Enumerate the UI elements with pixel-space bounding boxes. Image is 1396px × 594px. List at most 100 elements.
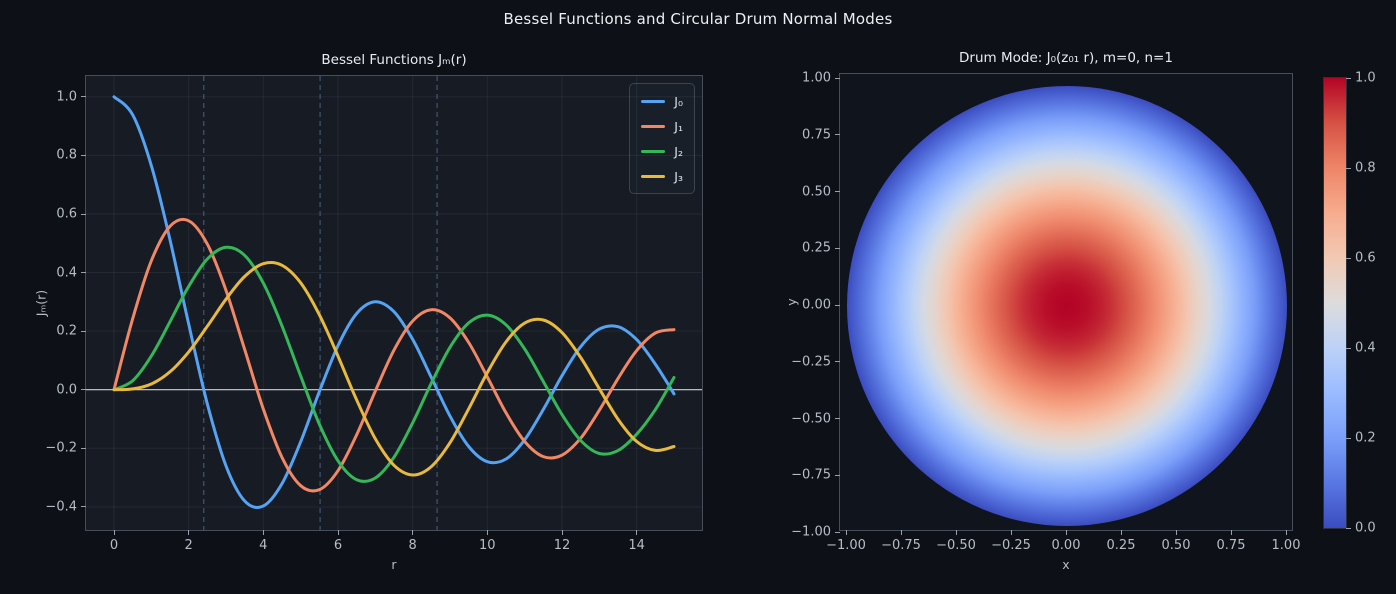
legend-line-swatch xyxy=(641,174,666,178)
colorbar-tick-mark xyxy=(1346,257,1351,259)
bessel-plot-title: Bessel Functions Jₘ(r) xyxy=(321,52,467,68)
colorbar-tick-mark xyxy=(1346,347,1351,349)
legend-label: J₂ xyxy=(674,143,683,159)
y-tick-label: −0.2 xyxy=(45,440,77,456)
y-tick-label: 0.2 xyxy=(56,323,77,339)
x-tick-label: 0.50 xyxy=(1161,538,1191,553)
y-tick-label: 1.00 xyxy=(802,70,831,86)
x-tick-label: 6 xyxy=(333,538,343,553)
colorbar-tick-mark xyxy=(1346,527,1351,529)
y-tick-mark xyxy=(835,304,840,306)
drum-y-axis-label: y xyxy=(784,298,800,306)
legend-item-j1[interactable]: J₁ xyxy=(641,116,683,136)
drum-plot-axes: Drum Mode: J₀(z₀₁ r), m=0, n=1 y x −1.00… xyxy=(784,50,1300,572)
x-tick-label: −0.25 xyxy=(991,538,1031,553)
colorbar-tick-label: 0.8 xyxy=(1355,160,1376,176)
x-tick-label: 0 xyxy=(109,538,119,553)
x-tick-label: 1.00 xyxy=(1271,538,1301,553)
y-tick-label: −1.00 xyxy=(791,524,831,540)
colorbar-tick-label: 0.6 xyxy=(1355,250,1376,266)
y-tick-label: −0.4 xyxy=(45,499,77,515)
legend-item-j0[interactable]: J₀ xyxy=(641,91,683,111)
bessel-y-axis-label: Jₘ(r) xyxy=(33,289,49,317)
colorbar-tick-mark xyxy=(1346,437,1351,439)
legend: J₀ J₁ J₂ J₃ xyxy=(629,83,695,194)
drum-mode-heatmap-disk xyxy=(847,86,1287,526)
series-line-j1 xyxy=(112,217,676,493)
x-tick-label: 0.00 xyxy=(1051,538,1081,553)
bessel-curves-svg xyxy=(86,76,702,530)
x-tick-label: 14 xyxy=(628,538,645,553)
series-line-j3 xyxy=(112,261,676,477)
x-tick-label: 2 xyxy=(184,538,193,553)
colorbar-tick-mark xyxy=(1346,77,1351,79)
series-line-j0 xyxy=(112,95,676,509)
y-tick-label: 0.75 xyxy=(802,127,831,143)
y-tick-mark xyxy=(81,389,86,391)
x-tick-label: −0.50 xyxy=(936,538,976,553)
legend-label: J₀ xyxy=(674,93,683,109)
x-tick-mark xyxy=(1175,530,1177,535)
drum-x-axis-label: x xyxy=(1062,557,1070,572)
bessel-plot-axes: Bessel Functions Jₘ(r) Jₘ(r) r J₀ J₁ J₂ J₃ … xyxy=(34,52,703,572)
y-tick-mark xyxy=(835,191,840,192)
colorbar-tick-label: 0.0 xyxy=(1355,520,1376,536)
y-tick-mark xyxy=(835,247,840,249)
y-tick-mark xyxy=(81,447,86,449)
y-tick-mark xyxy=(81,506,86,508)
y-tick-mark xyxy=(835,474,840,476)
x-tick-label: −0.75 xyxy=(881,538,921,553)
figure-title: Bessel Functions and Circular Drum Norma… xyxy=(503,10,893,28)
y-tick-mark xyxy=(81,96,86,98)
y-tick-mark xyxy=(835,531,840,533)
legend-line-swatch xyxy=(641,124,666,128)
x-tick-mark xyxy=(1230,530,1232,535)
legend-item-j3[interactable]: J₃ xyxy=(641,166,683,186)
x-tick-label: −1.00 xyxy=(826,538,866,553)
y-tick-label: 0.6 xyxy=(56,206,77,222)
x-tick-mark xyxy=(1010,530,1012,535)
y-tick-label: 0.4 xyxy=(56,265,77,280)
x-tick-label: 12 xyxy=(553,538,571,553)
colorbar-tick-label: 1.0 xyxy=(1355,70,1376,86)
colorbar: 1.0 0.8 0.6 0.4 0.2 0.0 xyxy=(1323,71,1376,536)
x-tick-mark xyxy=(900,530,902,535)
x-tick-mark xyxy=(1065,530,1067,535)
legend-label: J₃ xyxy=(674,168,683,184)
x-tick-label: 10 xyxy=(479,538,496,553)
x-tick-label: 4 xyxy=(259,538,268,553)
x-tick-mark xyxy=(486,530,488,535)
y-tick-mark xyxy=(81,213,86,215)
x-tick-label: 8 xyxy=(408,538,417,553)
y-tick-mark xyxy=(81,154,86,156)
x-tick-mark xyxy=(955,530,957,535)
x-tick-mark xyxy=(1120,530,1122,535)
y-tick-mark xyxy=(835,134,840,136)
y-tick-mark xyxy=(835,77,840,79)
bessel-x-axis-label: r xyxy=(391,557,397,572)
y-tick-label: 0.00 xyxy=(802,297,831,313)
colorbar-tick-label: 0.4 xyxy=(1355,340,1376,356)
x-tick-mark xyxy=(845,530,847,535)
colorbar-tick-mark xyxy=(1346,167,1351,169)
legend-item-j2[interactable]: J₂ xyxy=(641,141,683,161)
drum-plot-title: Drum Mode: J₀(z₀₁ r), m=0, n=1 xyxy=(959,50,1173,66)
x-tick-mark xyxy=(188,530,190,535)
series-line-j2 xyxy=(112,245,676,483)
y-tick-label: −0.25 xyxy=(791,354,831,370)
y-tick-mark xyxy=(81,330,86,332)
x-tick-mark xyxy=(337,530,339,535)
x-tick-mark xyxy=(1285,530,1287,535)
colorbar-tick-label: 0.2 xyxy=(1355,430,1376,446)
y-tick-mark xyxy=(81,272,86,273)
x-tick-mark xyxy=(412,530,414,535)
y-tick-label: 0.0 xyxy=(56,382,77,398)
legend-line-swatch xyxy=(641,149,666,153)
y-tick-label: 1.0 xyxy=(56,89,77,105)
y-tick-label: −0.50 xyxy=(791,411,831,426)
x-tick-mark xyxy=(262,530,264,535)
y-tick-mark xyxy=(835,361,840,363)
x-tick-mark xyxy=(113,530,115,535)
y-tick-label: 0.50 xyxy=(802,184,831,199)
